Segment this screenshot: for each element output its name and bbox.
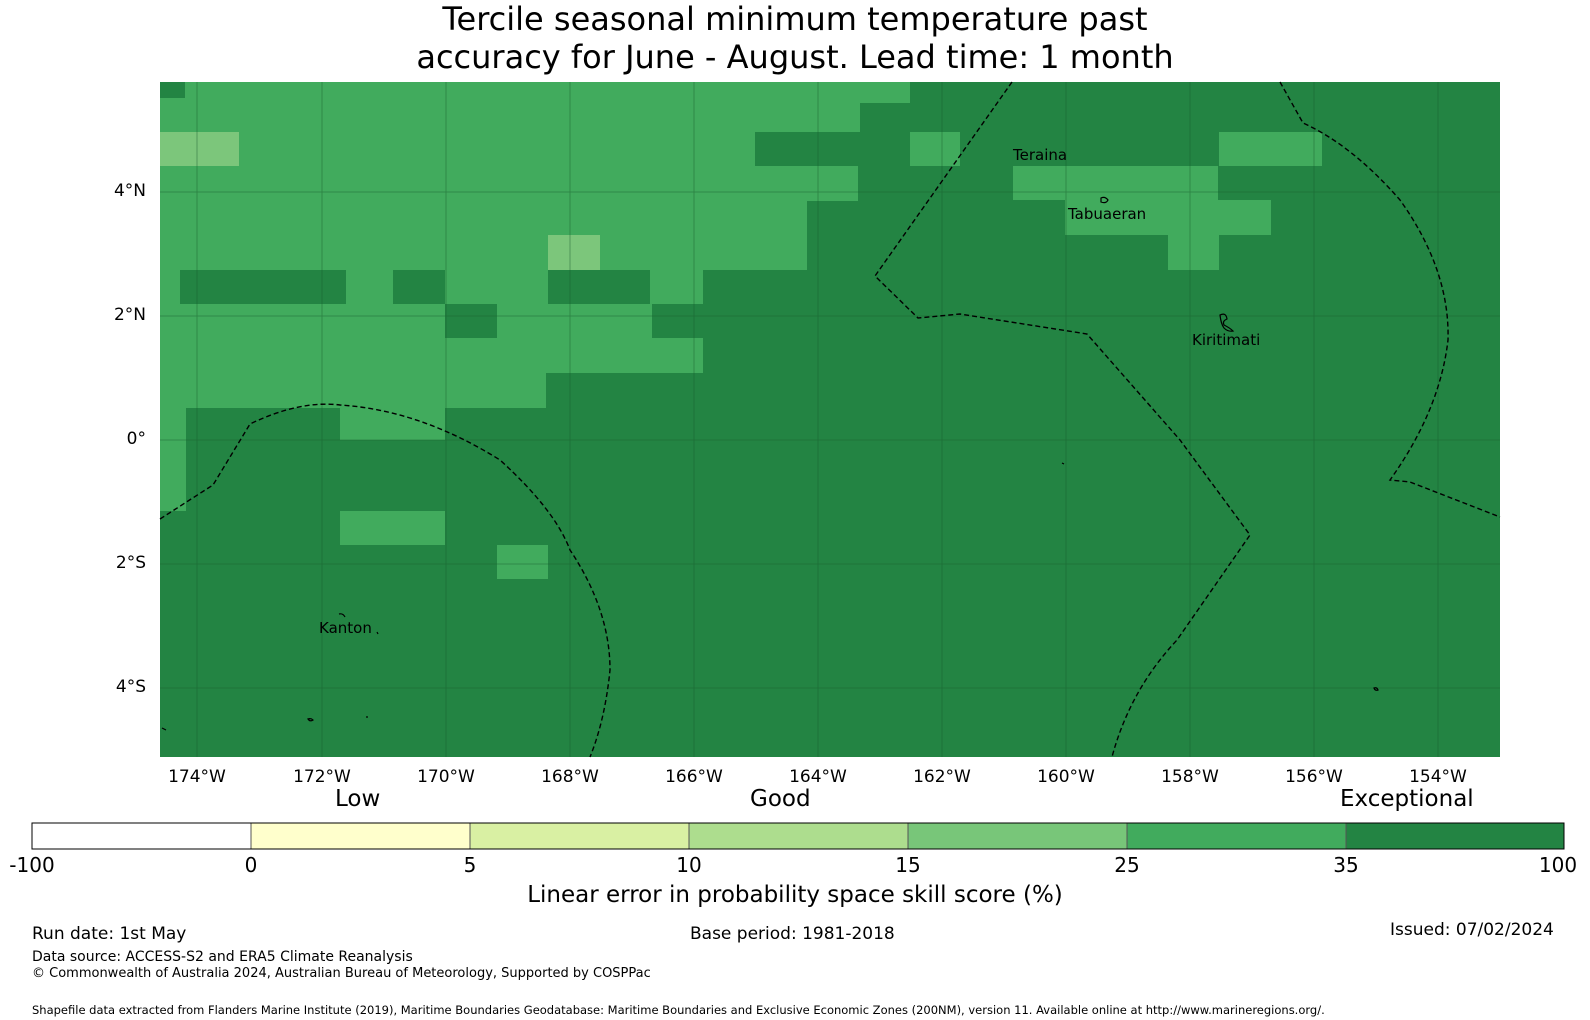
run-date: Run date: 1st May bbox=[32, 924, 187, 944]
colorbar-segment-5 bbox=[908, 823, 1127, 849]
copyright: © Commonwealth of Australia 2024, Austra… bbox=[32, 966, 651, 981]
colorbar-segment-4 bbox=[689, 823, 908, 849]
lon-label-168w: 168°W bbox=[541, 767, 599, 787]
place-label-kanton: Kanton bbox=[319, 619, 372, 637]
islands bbox=[161, 196, 1379, 731]
tabuaeran-island bbox=[1100, 196, 1109, 204]
colorbar-tick-neg100: -100 bbox=[9, 853, 55, 877]
legend-category-low: Low bbox=[335, 786, 381, 812]
issued-date: Issued: 07/02/2024 bbox=[1390, 920, 1554, 940]
colorbar-tick-100: 100 bbox=[1538, 853, 1578, 877]
lon-label-172w: 172°W bbox=[293, 767, 351, 787]
colorbar-segment-2 bbox=[251, 823, 470, 849]
colorbar bbox=[31, 822, 1565, 850]
medium-skill-regions bbox=[160, 82, 1322, 579]
shapefile-credit: Shapefile data extracted from Flanders M… bbox=[32, 1003, 1325, 1017]
colorbar-tick-35: 35 bbox=[1333, 853, 1359, 877]
lat-label-2n: 2°N bbox=[113, 305, 146, 325]
lon-label-154w: 154°W bbox=[1409, 767, 1467, 787]
lon-label-162w: 162°W bbox=[913, 767, 971, 787]
dark-skill-patches bbox=[160, 82, 703, 338]
place-label-kiritimati: Kiritimati bbox=[1192, 331, 1261, 349]
islet-3 bbox=[376, 631, 379, 635]
lat-label-0: 0° bbox=[126, 429, 146, 449]
kanton-island bbox=[338, 613, 346, 618]
colorbar-segment-1 bbox=[32, 823, 251, 849]
colorbar-tick-25: 25 bbox=[1114, 853, 1140, 877]
lon-label-158w: 158°W bbox=[1161, 767, 1219, 787]
kiritimati-island bbox=[1219, 313, 1235, 332]
line-islands-eez-west bbox=[874, 81, 1251, 758]
base-period: Base period: 1981-2018 bbox=[690, 924, 895, 944]
lon-label-174w: 174°W bbox=[168, 767, 226, 787]
islet-1 bbox=[307, 718, 314, 722]
islet-4 bbox=[1373, 687, 1379, 691]
lon-label-160w: 160°W bbox=[1037, 767, 1095, 787]
place-label-teraina: Teraina bbox=[1013, 146, 1068, 164]
lon-label-156w: 156°W bbox=[1285, 767, 1343, 787]
colorbar-segment-6 bbox=[1127, 823, 1346, 849]
colorbar-title: Linear error in probability space skill … bbox=[527, 882, 1063, 908]
place-label-tabuaeran: Tabuaeran bbox=[1068, 205, 1147, 223]
legend-category-exceptional: Exceptional bbox=[1340, 786, 1474, 812]
lat-label-4s: 4°S bbox=[115, 677, 146, 697]
colorbar-tick-15: 15 bbox=[895, 853, 921, 877]
eez-boundaries bbox=[159, 81, 1501, 758]
lat-label-2s: 2°S bbox=[115, 553, 146, 573]
map-title: Tercile seasonal minimum temperature pas… bbox=[0, 0, 1590, 76]
colorbar-segment-7 bbox=[1346, 823, 1564, 849]
lon-label-164w: 164°W bbox=[789, 767, 847, 787]
colorbar-tick-10: 10 bbox=[676, 853, 702, 877]
lon-label-170w: 170°W bbox=[417, 767, 475, 787]
lon-label-166w: 166°W bbox=[665, 767, 723, 787]
colorbar-outline bbox=[31, 822, 1565, 850]
islet-5 bbox=[1061, 462, 1065, 465]
light-skill-regions bbox=[160, 132, 600, 270]
graticule bbox=[160, 82, 1500, 757]
data-source: Data source: ACCESS-S2 and ERA5 Climate … bbox=[32, 949, 413, 965]
legend-category-good: Good bbox=[750, 786, 811, 812]
colorbar-tick-0: 0 bbox=[244, 853, 258, 877]
lat-label-4n: 4°N bbox=[113, 181, 146, 201]
colorbar-tick-5: 5 bbox=[463, 853, 477, 877]
title-line-1: Tercile seasonal minimum temperature pas… bbox=[442, 0, 1148, 38]
colorbar-segment-3 bbox=[470, 823, 689, 849]
phoenix-islands-eez bbox=[159, 403, 611, 758]
islet-6 bbox=[161, 727, 167, 731]
title-line-2: accuracy for June - August. Lead time: 1… bbox=[416, 38, 1174, 76]
